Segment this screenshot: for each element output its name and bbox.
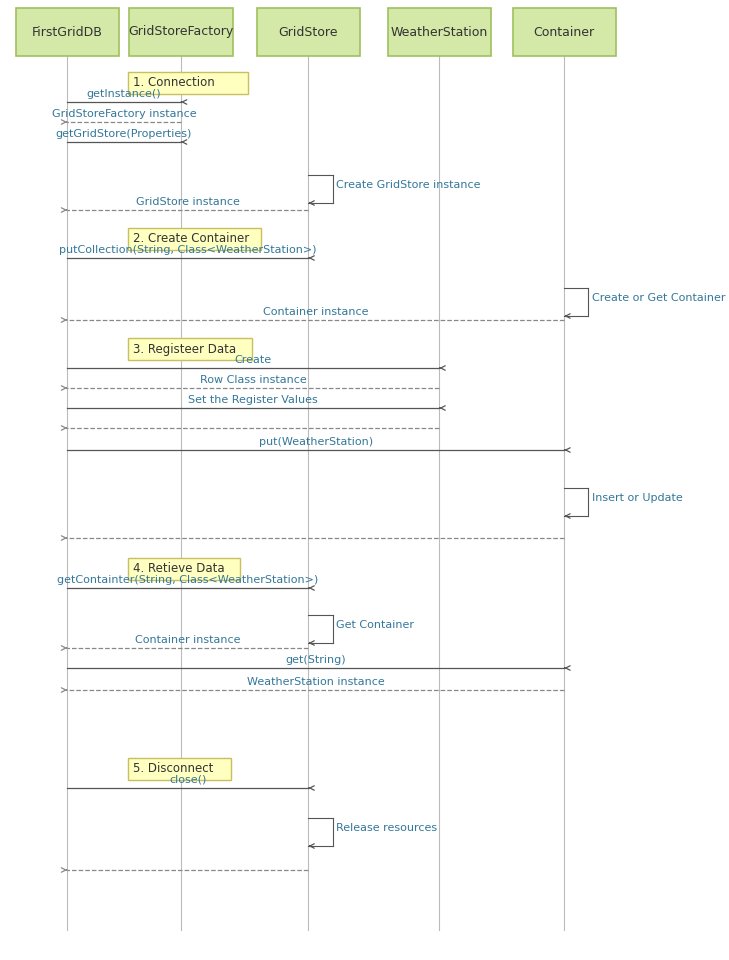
Text: get(String): get(String) bbox=[286, 655, 346, 665]
FancyBboxPatch shape bbox=[128, 72, 248, 94]
FancyBboxPatch shape bbox=[128, 228, 261, 250]
Text: Container instance: Container instance bbox=[263, 307, 368, 317]
FancyBboxPatch shape bbox=[15, 8, 119, 56]
Text: 5. Disconnect: 5. Disconnect bbox=[133, 762, 213, 776]
Text: Set the Register Values: Set the Register Values bbox=[188, 395, 318, 405]
Text: getInstance(): getInstance() bbox=[87, 89, 161, 99]
Text: getContainter(String, Class<WeatherStation>): getContainter(String, Class<WeatherStati… bbox=[57, 575, 319, 585]
Text: putCollection(String, Class<WeatherStation>): putCollection(String, Class<WeatherStati… bbox=[59, 245, 316, 255]
Text: WeatherStation: WeatherStation bbox=[391, 26, 488, 38]
Text: Insert or Update: Insert or Update bbox=[592, 493, 682, 503]
FancyBboxPatch shape bbox=[257, 8, 360, 56]
Text: WeatherStation instance: WeatherStation instance bbox=[247, 677, 385, 687]
FancyBboxPatch shape bbox=[388, 8, 491, 56]
Text: 1. Connection: 1. Connection bbox=[133, 77, 214, 89]
Text: GridStoreFactory instance: GridStoreFactory instance bbox=[52, 109, 196, 119]
Text: Release resources: Release resources bbox=[336, 823, 437, 833]
Text: Get Container: Get Container bbox=[336, 620, 414, 630]
Text: Create GridStore instance: Create GridStore instance bbox=[336, 180, 480, 190]
FancyBboxPatch shape bbox=[128, 338, 252, 360]
FancyBboxPatch shape bbox=[512, 8, 616, 56]
Text: getGridStore(Properties): getGridStore(Properties) bbox=[56, 129, 192, 139]
Text: FirstGridDB: FirstGridDB bbox=[32, 26, 103, 38]
Text: GridStore: GridStore bbox=[278, 26, 338, 38]
Text: Container: Container bbox=[534, 26, 595, 38]
Text: Row Class instance: Row Class instance bbox=[200, 375, 307, 385]
Text: GridStoreFactory: GridStoreFactory bbox=[128, 26, 233, 38]
Text: 4. Retieve Data: 4. Retieve Data bbox=[133, 563, 225, 575]
Text: Container instance: Container instance bbox=[135, 635, 241, 645]
Text: put(WeatherStation): put(WeatherStation) bbox=[259, 437, 373, 447]
Text: Create: Create bbox=[235, 355, 272, 365]
Text: 3. Registeer Data: 3. Registeer Data bbox=[133, 343, 235, 355]
FancyBboxPatch shape bbox=[128, 558, 240, 580]
Text: Create or Get Container: Create or Get Container bbox=[592, 293, 725, 303]
Text: GridStore instance: GridStore instance bbox=[136, 197, 240, 207]
Text: close(): close() bbox=[169, 775, 206, 785]
FancyBboxPatch shape bbox=[129, 8, 233, 56]
FancyBboxPatch shape bbox=[128, 758, 231, 780]
Text: 2. Create Container: 2. Create Container bbox=[133, 232, 249, 246]
